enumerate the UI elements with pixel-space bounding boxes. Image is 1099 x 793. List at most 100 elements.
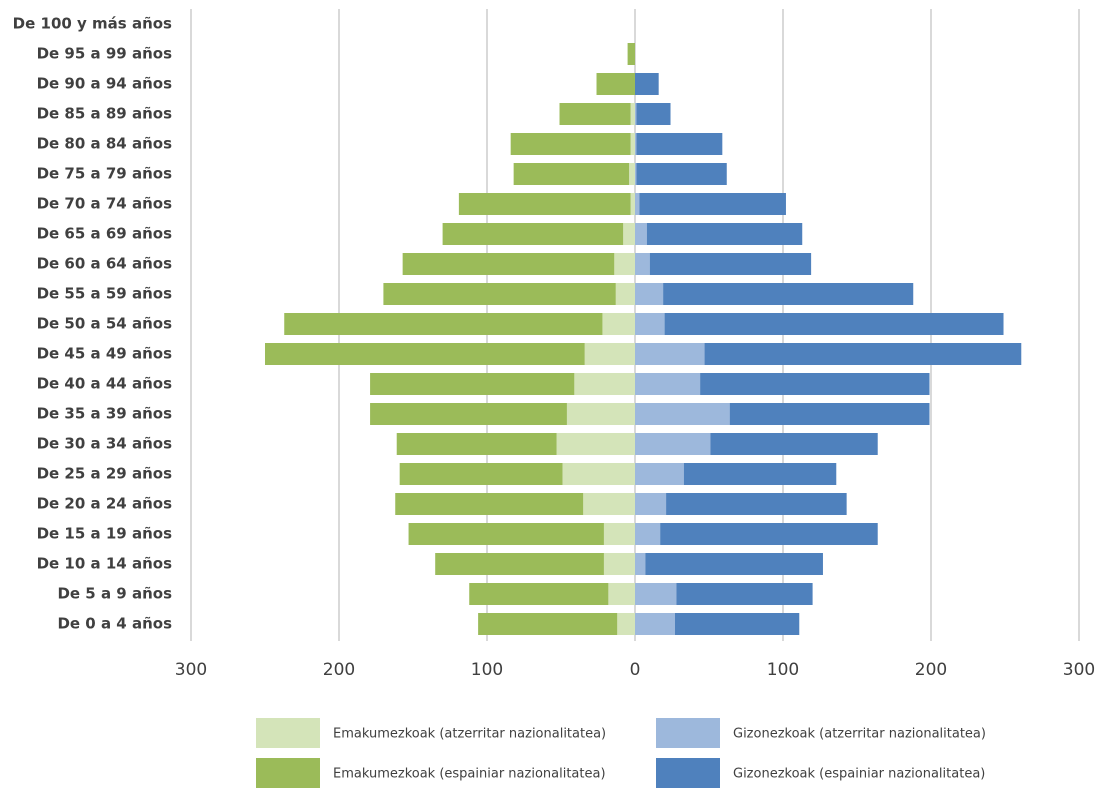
bar bbox=[635, 403, 730, 425]
x-tick-label: 200 bbox=[915, 660, 947, 680]
legend-label: Gizonezkoak (espainiar nazionalitatea) bbox=[733, 767, 985, 782]
bar bbox=[370, 373, 575, 395]
bar bbox=[408, 523, 604, 545]
bar bbox=[683, 463, 837, 485]
bar bbox=[469, 583, 609, 605]
legend-swatch bbox=[656, 758, 720, 788]
bar bbox=[458, 193, 631, 215]
bar bbox=[370, 403, 567, 425]
bar bbox=[676, 583, 813, 605]
y-tick-label: De 55 a 59 años bbox=[37, 285, 172, 303]
bar bbox=[710, 433, 878, 455]
bar bbox=[396, 433, 557, 455]
bar bbox=[635, 313, 665, 335]
bar bbox=[660, 523, 878, 545]
legend-swatch bbox=[256, 758, 320, 788]
x-tick-label: 100 bbox=[767, 660, 799, 680]
legend-label: Emakumezkoak (atzerritar nazionalitatea) bbox=[333, 727, 606, 742]
bar bbox=[645, 553, 823, 575]
y-tick-label: De 80 a 84 años bbox=[37, 135, 172, 153]
bar bbox=[635, 73, 659, 95]
bar bbox=[635, 433, 711, 455]
bar bbox=[635, 523, 661, 545]
bar bbox=[646, 223, 803, 245]
bar bbox=[513, 163, 630, 185]
bar bbox=[562, 463, 635, 485]
bar bbox=[674, 613, 800, 635]
bar bbox=[636, 163, 727, 185]
y-tick-label: De 95 a 99 años bbox=[37, 45, 172, 63]
bar bbox=[635, 463, 684, 485]
bar bbox=[603, 553, 635, 575]
bar bbox=[635, 373, 701, 395]
bar bbox=[402, 253, 615, 275]
legend-swatch bbox=[656, 718, 720, 748]
bar bbox=[584, 343, 635, 365]
bar bbox=[510, 133, 631, 155]
y-tick-label: De 85 a 89 años bbox=[37, 105, 172, 123]
bar bbox=[630, 193, 635, 215]
x-tick-label: 300 bbox=[1063, 660, 1095, 680]
bar bbox=[265, 343, 585, 365]
bar bbox=[478, 613, 618, 635]
y-tick-label: De 0 a 4 años bbox=[57, 615, 172, 633]
y-tick-label: De 50 a 54 años bbox=[37, 315, 172, 333]
bar bbox=[617, 613, 635, 635]
bar bbox=[635, 493, 667, 515]
bar bbox=[284, 313, 603, 335]
bar bbox=[559, 103, 631, 125]
bar bbox=[635, 253, 650, 275]
bar bbox=[704, 343, 1022, 365]
bar bbox=[635, 163, 637, 185]
y-tick-label: De 100 y más años bbox=[13, 15, 172, 33]
bar bbox=[700, 373, 930, 395]
y-tick-label: De 20 a 24 años bbox=[37, 495, 172, 513]
bar bbox=[635, 553, 646, 575]
bar bbox=[435, 553, 604, 575]
bar bbox=[566, 403, 635, 425]
y-tick-label: De 60 a 64 años bbox=[37, 255, 172, 273]
y-tick-label: De 10 a 14 años bbox=[37, 555, 172, 573]
y-tick-label: De 35 a 39 años bbox=[37, 405, 172, 423]
bar bbox=[664, 313, 1004, 335]
bar bbox=[627, 43, 635, 65]
y-tick-label: De 15 a 19 años bbox=[37, 525, 172, 543]
bar bbox=[635, 283, 664, 305]
y-tick-label: De 5 a 9 años bbox=[57, 585, 172, 603]
y-tick-label: De 75 a 79 años bbox=[37, 165, 172, 183]
legend-label: Emakumezkoak (espainiar nazionalitatea) bbox=[333, 767, 606, 782]
bar bbox=[614, 253, 635, 275]
bar bbox=[399, 463, 563, 485]
bar bbox=[615, 283, 635, 305]
y-tick-label: De 40 a 44 años bbox=[37, 375, 172, 393]
y-tick-label: De 25 a 29 años bbox=[37, 465, 172, 483]
bar bbox=[395, 493, 584, 515]
bar bbox=[729, 403, 930, 425]
bar bbox=[635, 613, 675, 635]
bar bbox=[635, 193, 640, 215]
bar bbox=[635, 133, 637, 155]
bar bbox=[635, 343, 705, 365]
bar bbox=[630, 103, 635, 125]
bar bbox=[663, 283, 914, 305]
bar bbox=[630, 133, 635, 155]
y-tick-label: De 70 a 74 años bbox=[37, 195, 172, 213]
legend-swatch bbox=[256, 718, 320, 748]
bar bbox=[623, 223, 635, 245]
bar bbox=[635, 583, 677, 605]
bar bbox=[383, 283, 616, 305]
x-tick-label: 100 bbox=[471, 660, 503, 680]
x-tick-label: 0 bbox=[630, 660, 641, 680]
bar bbox=[639, 193, 786, 215]
bar bbox=[583, 493, 635, 515]
bar bbox=[635, 223, 647, 245]
bar bbox=[442, 223, 624, 245]
y-tick-label: De 65 a 69 años bbox=[37, 225, 172, 243]
x-tick-label: 300 bbox=[175, 660, 207, 680]
bar bbox=[629, 163, 635, 185]
legend-label: Gizonezkoak (atzerritar nazionalitatea) bbox=[733, 727, 986, 742]
bar bbox=[602, 313, 635, 335]
bar bbox=[608, 583, 635, 605]
bar bbox=[596, 73, 635, 95]
